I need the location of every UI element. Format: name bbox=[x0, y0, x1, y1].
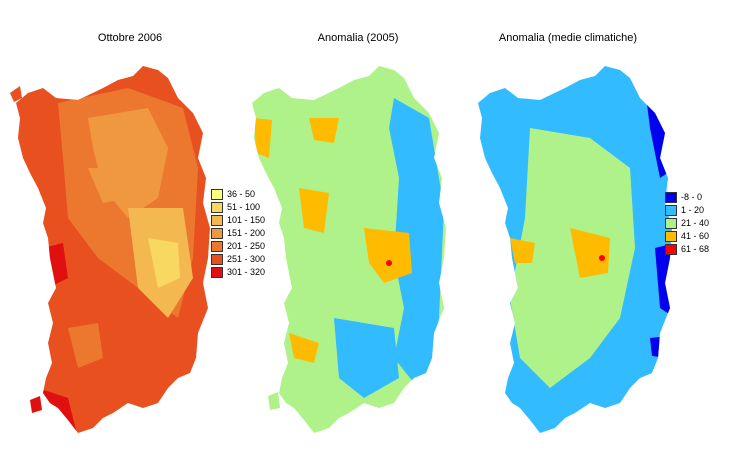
legend-label: 61 - 68 bbox=[681, 244, 710, 254]
legend-ottobre: 36 - 50 51 - 100 101 - 150 151 - 200 201… bbox=[211, 188, 265, 279]
legend-item: 36 - 50 bbox=[211, 188, 265, 201]
legend-item: 101 - 150 bbox=[211, 214, 265, 227]
legend-label: 251 - 300 bbox=[227, 254, 266, 264]
legend-item: 41 - 60 bbox=[665, 230, 709, 243]
legend-item: 51 - 100 bbox=[211, 201, 265, 214]
panel-title-anomalia-2005: Anomalia (2005) bbox=[317, 32, 399, 44]
legend-item: 201 - 250 bbox=[211, 240, 265, 253]
legend-item: 251 - 300 bbox=[211, 253, 265, 266]
legend-swatch bbox=[211, 241, 223, 252]
legend-label: 1 - 20 bbox=[681, 205, 705, 215]
legend-label: -8 - 0 bbox=[681, 192, 703, 202]
legend-label: 36 - 50 bbox=[227, 189, 256, 199]
legend-swatch bbox=[665, 231, 677, 242]
legend-label: 151 - 200 bbox=[227, 228, 266, 238]
legend-swatch bbox=[665, 218, 677, 229]
legend-swatch bbox=[211, 189, 223, 200]
legend-swatch bbox=[211, 215, 223, 226]
legend-swatch bbox=[211, 254, 223, 265]
panel-title-ottobre: Ottobre 2006 bbox=[97, 32, 163, 44]
legend-anomalia: -8 - 0 1 - 20 21 - 40 41 - 60 61 - 68 bbox=[665, 191, 709, 256]
legend-swatch bbox=[211, 267, 223, 278]
legend-swatch bbox=[665, 205, 677, 216]
legend-label: 21 - 40 bbox=[681, 218, 710, 228]
legend-item: 1 - 20 bbox=[665, 204, 709, 217]
legend-item: 21 - 40 bbox=[665, 217, 709, 230]
legend-item: 301 - 320 bbox=[211, 266, 265, 279]
legend-label: 301 - 320 bbox=[227, 267, 266, 277]
map-ottobre-2006 bbox=[10, 66, 210, 433]
panel-title-anomalia-medie: Anomalia (medie climatiche) bbox=[498, 32, 638, 44]
legend-item: 61 - 68 bbox=[665, 243, 709, 256]
legend-swatch bbox=[211, 228, 223, 239]
legend-label: 201 - 250 bbox=[227, 241, 266, 251]
legend-swatch bbox=[211, 202, 223, 213]
legend-swatch bbox=[665, 192, 677, 203]
legend-label: 51 - 100 bbox=[227, 202, 261, 212]
legend-swatch bbox=[665, 244, 677, 255]
legend-label: 101 - 150 bbox=[227, 215, 266, 225]
map-anomalia-2005 bbox=[252, 66, 446, 433]
legend-item: -8 - 0 bbox=[665, 191, 709, 204]
legend-label: 41 - 60 bbox=[681, 231, 710, 241]
legend-item: 151 - 200 bbox=[211, 227, 265, 240]
map-anomalia-medie bbox=[478, 66, 672, 433]
